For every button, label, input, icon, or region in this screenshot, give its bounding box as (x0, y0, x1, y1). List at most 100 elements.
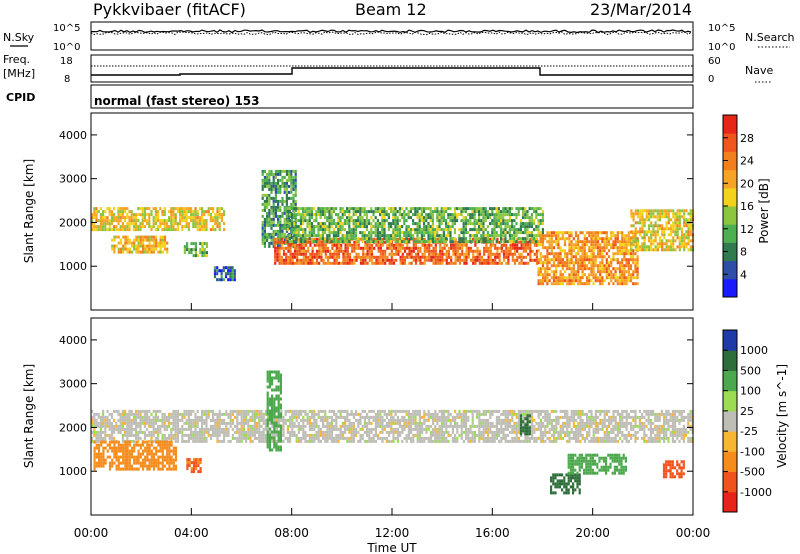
heatmap-cell (181, 418, 184, 422)
heatmap-cell (676, 215, 679, 219)
heatmap-cell (368, 439, 371, 443)
heatmap-cell (557, 234, 560, 238)
heatmap-cell (667, 215, 670, 219)
heatmap-cell (685, 242, 688, 246)
heatmap-cell (214, 424, 217, 428)
heatmap-cell (337, 219, 340, 223)
heatmap-cell (605, 267, 608, 271)
heatmap-cell (223, 228, 226, 232)
velocity-heatmap (91, 370, 694, 495)
heatmap-cell (124, 244, 127, 248)
heatmap-cell (650, 245, 653, 249)
heatmap-cell (621, 282, 624, 286)
heatmap-cell (264, 409, 267, 413)
heatmap-cell (354, 207, 357, 211)
heatmap-cell (449, 207, 452, 211)
heatmap-cell (172, 415, 175, 419)
heatmap-cell (150, 424, 153, 428)
heatmap-cell (392, 222, 395, 226)
heatmap-cell (627, 270, 630, 274)
heatmap-cell (674, 221, 677, 225)
heatmap-cell (335, 249, 338, 253)
heatmap-cell (150, 418, 153, 422)
heatmap-cell (518, 261, 521, 265)
heatmap-cell (104, 222, 107, 226)
heatmap-cell (425, 255, 429, 259)
heatmap-cell (592, 240, 595, 244)
heatmap-cell (292, 223, 295, 227)
heatmap-cell (337, 261, 341, 265)
heatmap-cell (110, 436, 113, 440)
freq-tick-bottom: 8 (64, 74, 70, 85)
heatmap-cell (274, 169, 277, 173)
heatmap-cell (417, 252, 420, 256)
heatmap-cell (357, 252, 360, 256)
heatmap-cell (460, 237, 463, 241)
heatmap-cell (99, 418, 102, 422)
heatmap-cell (95, 228, 98, 232)
heatmap-cell (296, 249, 299, 253)
heatmap-cell (277, 178, 280, 182)
heatmap-cell (308, 418, 311, 422)
heatmap-cell (274, 193, 277, 197)
heatmap-cell (366, 412, 369, 416)
heatmap-cell (519, 222, 522, 226)
heatmap-cell (91, 219, 94, 223)
heatmap-cell (359, 237, 363, 241)
heatmap-cell (431, 231, 434, 235)
heatmap-cell (276, 258, 279, 262)
heatmap-cell (581, 273, 584, 277)
heatmap-cell (186, 248, 189, 252)
nsearch-trace (90, 31, 692, 36)
heatmap-cell (616, 279, 619, 283)
heatmap-cell (518, 246, 521, 250)
heatmap-cell (302, 231, 305, 235)
heatmap-cell (194, 210, 197, 214)
heatmap-cell (262, 436, 265, 440)
heatmap-cell (282, 261, 286, 265)
heatmap-cell (685, 221, 688, 225)
heatmap-cell (91, 225, 94, 229)
heatmap-cell (539, 234, 542, 238)
heatmap-cell (368, 252, 371, 256)
heatmap-cell (126, 427, 129, 431)
heatmap-cell (337, 249, 341, 253)
heatmap-cell (194, 245, 197, 249)
heatmap-cell (420, 234, 423, 238)
heatmap-cell (408, 255, 411, 259)
heatmap-cell (583, 261, 586, 265)
heatmap-cell (394, 430, 397, 434)
heatmap-cell (561, 276, 564, 280)
heatmap-cell (285, 237, 288, 241)
heatmap-cell (332, 210, 335, 214)
heatmap-cell (605, 258, 608, 262)
heatmap-cell (590, 255, 593, 259)
heatmap-cell (436, 252, 440, 256)
heatmap-cell (572, 261, 575, 265)
heatmap-cell (412, 421, 415, 425)
heatmap-cell (480, 210, 483, 214)
heatmap-cell (505, 252, 508, 256)
heatmap-cell (297, 210, 300, 214)
heatmap-cell (299, 222, 302, 226)
heatmap-cell (579, 261, 582, 265)
heatmap-cell (350, 207, 353, 211)
heatmap-cell (351, 261, 354, 265)
heatmap-cell (634, 234, 637, 238)
heatmap-cell (350, 234, 353, 238)
heatmap-cell (263, 232, 266, 236)
heatmap-cell (447, 225, 450, 229)
heatmap-cell (199, 242, 202, 246)
heatmap-cell (97, 433, 100, 437)
heatmap-cell (482, 213, 485, 217)
heatmap-cell (346, 415, 349, 419)
heatmap-cell (218, 213, 221, 217)
heatmap-cell (436, 219, 439, 223)
heatmap-cell (658, 218, 662, 222)
heatmap-cell (572, 276, 575, 280)
heatmap-cell (268, 196, 271, 200)
heatmap-cell (385, 412, 388, 416)
heatmap-cell (381, 249, 385, 253)
heatmap-cell (484, 216, 487, 220)
heatmap-cell (667, 227, 670, 231)
